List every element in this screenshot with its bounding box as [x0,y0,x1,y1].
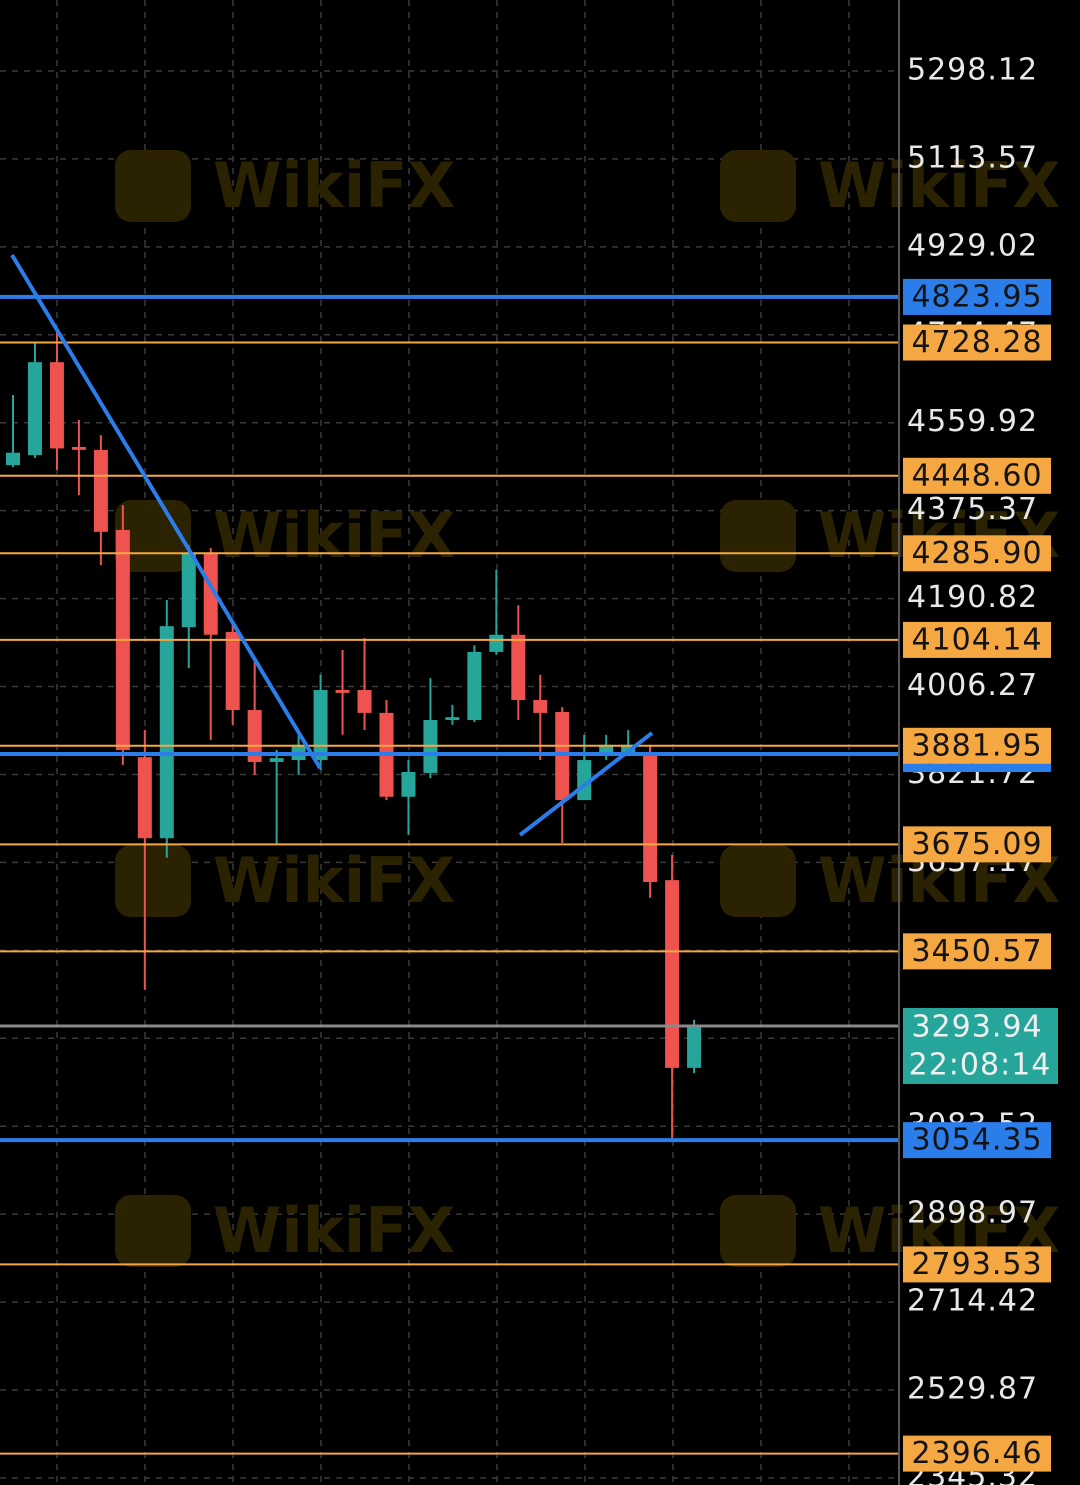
watermark-logo [720,1195,796,1267]
price-grid [0,70,898,1479]
countdown-label: 22:08:14 [909,1047,1052,1082]
candle-body [225,631,240,711]
level-label-box [903,1246,1051,1283]
level-label: 4285.90 [911,536,1042,571]
watermark: WikiFX [213,149,455,222]
level-label-box [903,621,1051,658]
candle-body [203,552,218,635]
candle-body [687,1025,702,1068]
level-label: 3675.09 [911,827,1042,862]
level-label-box [903,1122,1051,1159]
candle-body [357,690,372,713]
level-label-box [903,457,1051,494]
level-label: 3054.35 [911,1123,1042,1158]
watermark-logo [115,150,191,222]
level-labels: 4823.954728.284448.604285.904104.143864.… [903,278,1058,1472]
y-tick-label: 4559.92 [907,404,1038,439]
candle-body [181,552,196,628]
y-tick-label: 5298.12 [907,52,1038,87]
candle-body [533,700,548,713]
candle-body [93,449,108,532]
level-label-box [903,535,1051,572]
y-tick-label: 4006.27 [907,668,1038,703]
candle-body [489,634,504,652]
y-tick-label: 2714.42 [907,1284,1038,1319]
candle-body [643,751,658,883]
y-tick-label: 2898.97 [907,1196,1038,1231]
candle-body [445,717,460,721]
y-tick-label: 4929.02 [907,228,1038,263]
watermark: WikiFX [818,149,1060,222]
candle-body [269,758,284,762]
level-label: 4104.14 [911,622,1042,657]
candle-body [137,757,152,839]
candle-body [665,880,680,1068]
level-label: 2793.53 [911,1247,1042,1282]
candle-body [6,452,20,466]
candle-body [401,771,416,797]
level-label-box [903,826,1051,863]
level-label-box [903,933,1051,970]
watermark: WikiFX [213,1194,455,1267]
level-label-box [903,324,1051,361]
candle-body [621,744,636,752]
candle-body [247,710,262,762]
y-tick-label: 2529.87 [907,1372,1038,1407]
level-label-box [903,278,1051,315]
watermark-logo [720,500,796,572]
level-label-box [903,727,1051,764]
y-tick-label: 5113.57 [907,140,1038,175]
watermark-logo [720,150,796,222]
y-tick-label: 4190.82 [907,580,1038,615]
candle-body [467,651,482,721]
level-label-box [903,1435,1051,1472]
candle-body [159,626,174,839]
level-label: 4823.95 [911,279,1042,314]
candle-body [27,362,42,456]
y-tick-label: 4375.37 [907,492,1038,527]
trend-lines [10,253,654,837]
candle-body [49,362,64,449]
watermark: WikiFX [213,499,455,572]
candle-body [599,744,614,755]
current-price-label: 3293.94 [911,1009,1042,1044]
level-label: 4728.28 [911,325,1042,360]
level-label: 4448.60 [911,458,1042,493]
level-label: 3450.57 [911,934,1042,969]
watermark-logo [115,1195,191,1267]
level-label: 2396.46 [911,1436,1042,1471]
candle-body [313,690,328,761]
watermark-logo [720,845,796,917]
candle-body [71,447,86,450]
candle-body [555,711,570,801]
watermark-logo [115,845,191,917]
watermark: WikiFX [213,844,455,917]
trend-line [10,253,322,770]
level-lines [0,294,898,1455]
level-label: 3881.95 [911,728,1042,763]
current-price-box [903,1007,1058,1084]
trend-line [518,731,654,837]
candle-body [511,634,526,701]
candle-body [335,690,350,693]
